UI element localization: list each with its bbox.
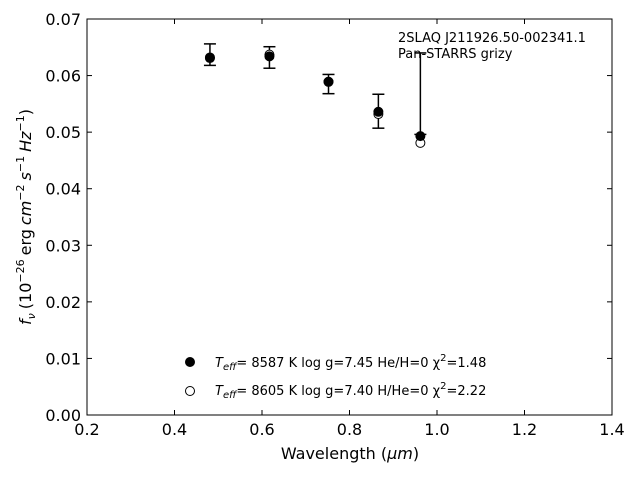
x-axis-label: Wavelength (μm) — [281, 444, 419, 463]
x-tick-label: 1.4 — [599, 420, 624, 439]
y-tick-label: 0.05 — [45, 123, 81, 142]
y-tick-label: 0.06 — [45, 67, 81, 86]
y-tick-label: 0.02 — [45, 293, 81, 312]
error-bars — [203, 43, 427, 136]
legend-entry-1: Teff= 8587 K log g=7.45 He/H=0 χ2=1.48 — [215, 353, 486, 373]
x-tick-label: 0.6 — [249, 420, 274, 439]
plot-frame — [86, 18, 613, 416]
x-tick-label: 1.2 — [512, 420, 537, 439]
axis-ticks: 0.2 0.4 0.6 0.8 1.0 1.2 1.4 0.00 0.01 0.02 0.03 0.0… — [45, 10, 624, 439]
legend: Teff= 8587 K log g=7.45 He/H=0 χ2=1.48 T… — [185, 353, 486, 401]
x-tick-label: 0.8 — [337, 420, 362, 439]
data-points — [204, 49, 426, 148]
y-tick-label: 0.00 — [45, 406, 81, 425]
legend-marker-filled — [185, 357, 195, 367]
annotation-survey: Pan-STARRS grizy — [398, 47, 513, 62]
point-filled — [373, 106, 384, 117]
y-axis-label: fν(10−26ergcm−2s−1Hz−1) — [14, 109, 38, 325]
y-tick-label: 0.04 — [45, 180, 81, 199]
y-tick-label: 0.07 — [45, 10, 81, 29]
x-tick-label: 1.0 — [424, 420, 449, 439]
x-tick-label: 0.2 — [74, 420, 99, 439]
y-tick-label: 0.03 — [45, 236, 81, 255]
point-filled — [204, 53, 215, 64]
legend-entry-2: Teff= 8605 K log g=7.40 H/He=0 χ2=2.22 — [215, 381, 486, 401]
point-filled — [323, 76, 334, 87]
x-tick-label: 0.4 — [162, 420, 187, 439]
point-filled — [264, 51, 275, 62]
legend-marker-open — [185, 386, 195, 396]
annotation-object-name: 2SLAQ J211926.50-002341.1 — [398, 31, 586, 46]
point-filled — [415, 131, 426, 142]
y-tick-label: 0.01 — [45, 349, 81, 368]
